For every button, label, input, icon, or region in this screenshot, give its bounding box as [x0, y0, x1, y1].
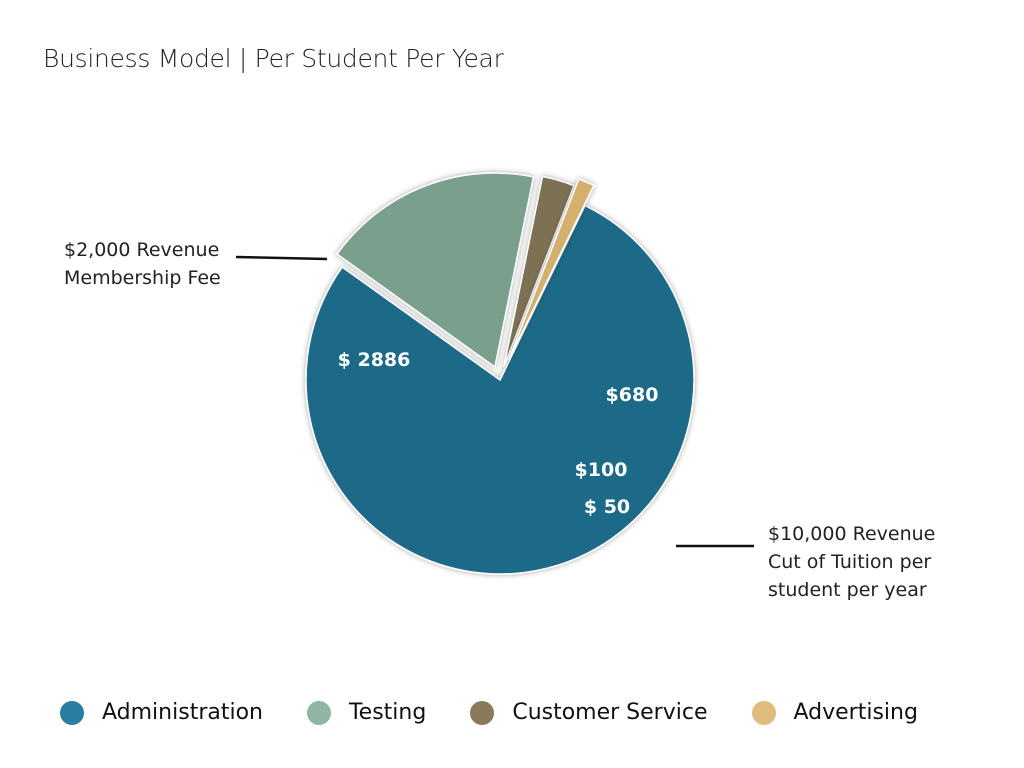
legend: Administration Testing Customer Service … — [60, 700, 962, 725]
slice-label-testing: $680 — [606, 384, 659, 406]
legend-item-customer-service: Customer Service — [470, 700, 708, 725]
chart-title: Business Model | Per Student Per Year — [43, 44, 504, 73]
legend-label: Advertising — [793, 700, 918, 725]
legend-label: Testing — [348, 700, 427, 725]
pie-slice-advertising — [508, 177, 595, 361]
legend-label: Administration — [102, 700, 263, 725]
slice-label-customer-service: $100 — [575, 459, 628, 481]
annotation-right-line-3: student per year — [768, 579, 927, 601]
legend-item-administration: Administration — [60, 700, 263, 725]
annotation-right-line-2: Cut of Tuition per — [768, 551, 932, 573]
annotation-left-line-2: Membership Fee — [64, 267, 221, 289]
pie-slices — [305, 172, 695, 575]
legend-swatch — [306, 700, 331, 725]
legend-item-testing: Testing — [306, 700, 427, 725]
legend-swatch — [60, 700, 84, 725]
legend-item-advertising: Advertising — [751, 700, 918, 725]
annotation-left: $2,000 Revenue Membership Fee — [64, 236, 221, 292]
slice-label-administration: $ 2886 — [338, 349, 411, 371]
legend-swatch — [751, 700, 776, 725]
pie-labels: $ 2886 $680 $100 $ 50 — [338, 349, 659, 518]
annotation-right-line-1: $10,000 Revenue — [768, 523, 936, 545]
pie-slice-testing — [336, 172, 535, 369]
legend-label: Customer Service — [512, 700, 708, 725]
pie-slice-administration — [305, 204, 695, 575]
pie-slice-customer-service — [503, 175, 575, 367]
annotation-leader-left — [235, 255, 328, 261]
annotation-left-line-1: $2,000 Revenue — [64, 239, 220, 261]
legend-swatch — [470, 700, 495, 725]
annotation-right: $10,000 Revenue Cut of Tuition per stude… — [768, 520, 935, 604]
slice-label-advertising: $ 50 — [584, 496, 630, 518]
